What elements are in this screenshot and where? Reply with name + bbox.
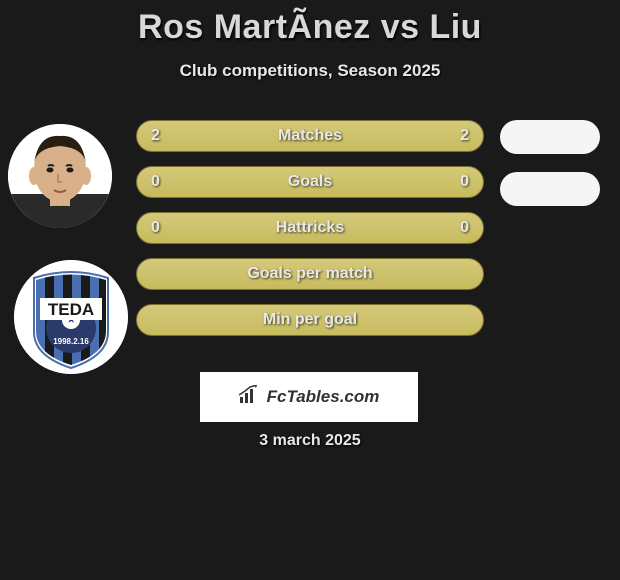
page-title: Ros MartÃ­nez vs Liu: [0, 8, 620, 47]
stat-right-value: 0: [460, 219, 469, 237]
stat-left-value: 0: [151, 173, 160, 191]
stat-label: Matches: [278, 127, 342, 145]
stat-left-value: 0: [151, 219, 160, 237]
stat-label: Goals per match: [247, 265, 372, 283]
svg-text:1998.2.16: 1998.2.16: [53, 337, 89, 346]
player2-avatar-pill-1: [500, 120, 600, 154]
stat-right-value: 0: [460, 173, 469, 191]
page-subtitle: Club competitions, Season 2025: [0, 61, 620, 81]
stats-container: 2 Matches 2 0 Goals 0 0 Hattricks 0 Goal…: [136, 120, 484, 350]
stat-row-matches: 2 Matches 2: [136, 120, 484, 152]
stat-row-goals: 0 Goals 0: [136, 166, 484, 198]
svg-text:TEDA: TEDA: [48, 300, 94, 319]
stat-right-value: 2: [460, 127, 469, 145]
stat-label: Min per goal: [263, 311, 357, 329]
stat-left-value: 2: [151, 127, 160, 145]
chart-icon: [239, 385, 261, 410]
stat-row-min-per-goal: Min per goal: [136, 304, 484, 336]
stat-label: Hattricks: [276, 219, 344, 237]
player1-avatar: [8, 124, 112, 228]
stat-row-hattricks: 0 Hattricks 0: [136, 212, 484, 244]
club-badge: 1998.2.16 TEDA: [14, 260, 128, 374]
brand-box: FcTables.com: [200, 372, 418, 422]
brand-label: FcTables.com: [267, 387, 380, 407]
date-text: 3 march 2025: [0, 432, 620, 450]
stat-row-goals-per-match: Goals per match: [136, 258, 484, 290]
player2-avatar-pill-2: [500, 172, 600, 206]
stat-label: Goals: [288, 173, 332, 191]
